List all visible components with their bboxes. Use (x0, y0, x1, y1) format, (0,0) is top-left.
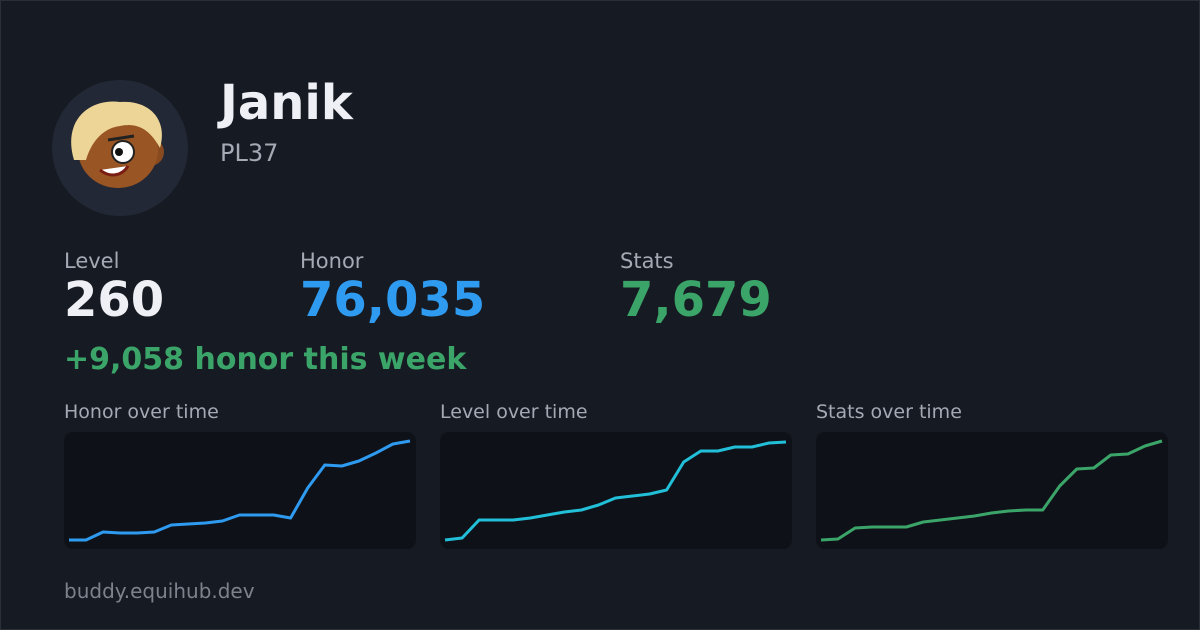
player-tag: PL37 (220, 139, 278, 167)
sparkline-title: Honor over time (64, 401, 219, 423)
stat-value: 76,035 (300, 272, 485, 328)
sparkline (69, 439, 411, 542)
sparkline (444, 440, 787, 542)
stat-label: Stats (620, 249, 674, 273)
sparkline (820, 439, 1163, 542)
sparkline-box (816, 432, 1168, 549)
player-name: Janik (217, 75, 354, 131)
footer: buddy.equihub.dev (64, 579, 255, 603)
sparkline-box (64, 432, 416, 549)
stat-label: Honor (300, 249, 364, 273)
sparkline-title: Stats over time (816, 401, 962, 423)
stat-value: 7,679 (620, 272, 772, 328)
stat-label: Level (64, 249, 119, 273)
weekly-gain: +9,058 honor this week (64, 342, 467, 377)
sparkline-title: Level over time (440, 401, 588, 423)
sparkline-box (440, 432, 792, 549)
stat-value: 260 (64, 272, 164, 328)
avatar (52, 80, 188, 216)
